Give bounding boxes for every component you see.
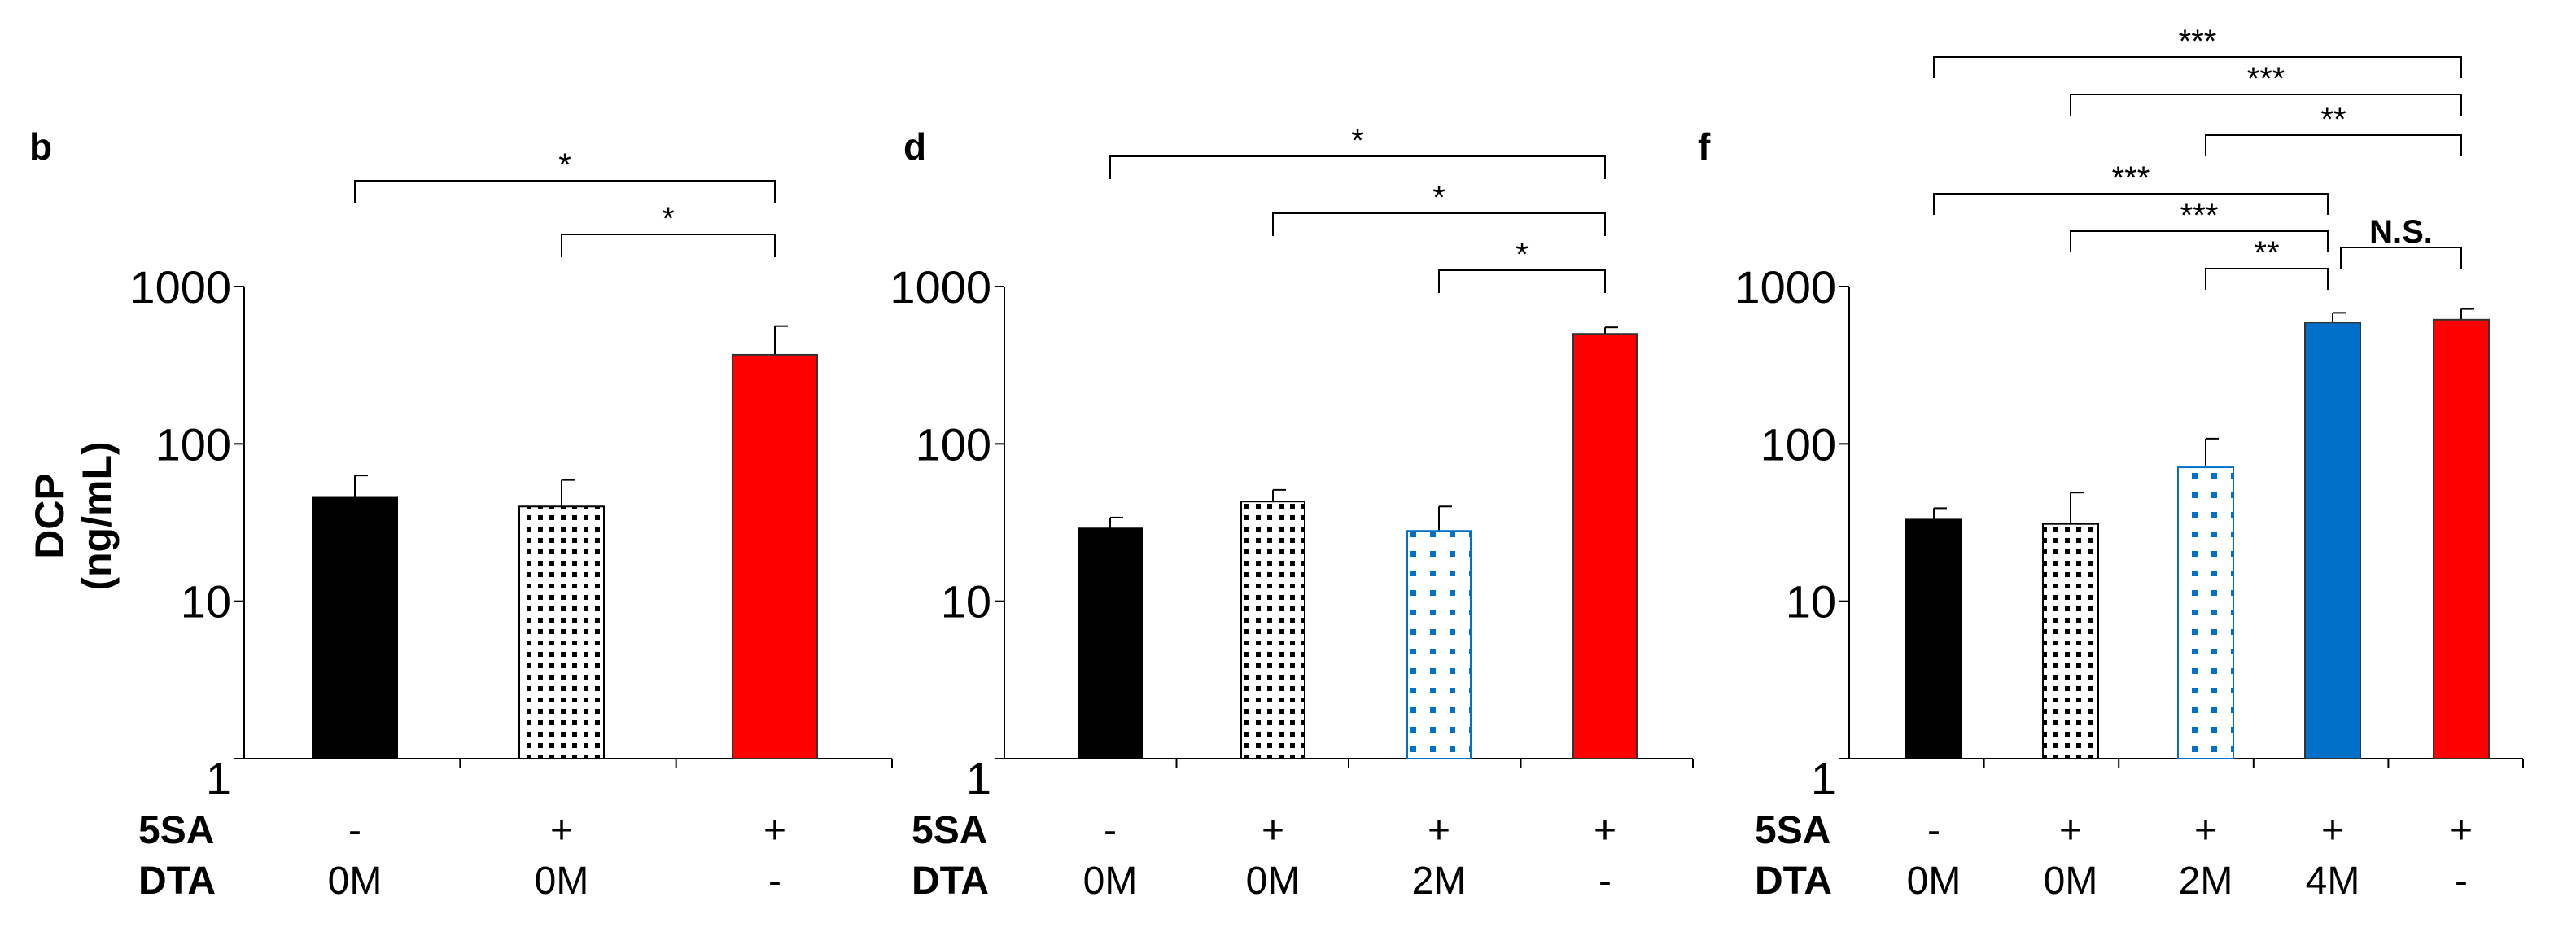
category-dta: 0M [2044, 860, 2098, 903]
category-dta: 2M [1412, 860, 1467, 903]
significance-label: *** [2247, 61, 2285, 97]
category-dta: 0M [328, 860, 383, 903]
bar [2433, 318, 2490, 759]
y-tick-label: 100 [1760, 418, 1836, 470]
bar [1905, 518, 1962, 760]
panel-b: b 1 10 100 1000 5SA - + + DTA 0M 0M - * * DCP (ng/mL) [27, 125, 893, 903]
category-dta: - [1599, 860, 1612, 903]
row-header-dta: DTA [138, 860, 216, 903]
bar [518, 505, 605, 759]
y-axis-unit: (ng/mL) [74, 441, 120, 590]
y-tick-label: 1 [206, 753, 231, 804]
significance-bracket [561, 234, 776, 257]
bar [732, 353, 818, 759]
y-axis-label: DCP [27, 473, 72, 559]
category-5sa: - [348, 809, 361, 852]
significance-bracket [1109, 155, 1606, 179]
significance-bracket [1933, 56, 2462, 78]
y-tick-label: 1 [966, 753, 991, 804]
bar [1240, 501, 1305, 759]
y-tick-label: 10 [181, 576, 231, 628]
significance-label: ** [2254, 235, 2279, 271]
bar [2177, 466, 2234, 759]
category-5sa: - [1104, 809, 1117, 852]
significance-label: * [662, 201, 675, 237]
category-dta: 0M [1246, 860, 1301, 903]
significance-bracket [2205, 268, 2329, 290]
significance-label: * [1432, 180, 1445, 216]
y-tick-label: 10 [941, 576, 991, 628]
category-dta: 0M [535, 860, 589, 903]
category-dta: 0M [1907, 860, 1962, 903]
category-5sa: + [2194, 809, 2217, 852]
category-5sa: + [1262, 809, 1284, 852]
panel-label: d [903, 125, 926, 168]
significance-bracket [1272, 212, 1606, 236]
y-tick-label: 1000 [1734, 261, 1836, 313]
category-dta: 0M [1083, 860, 1138, 903]
category-5sa: + [1594, 809, 1616, 852]
y-tick-label: 1 [1811, 753, 1836, 804]
significance-bracket [354, 180, 776, 203]
category-dta: 2M [2179, 860, 2233, 903]
bar [1078, 527, 1143, 759]
significance-label: ** [2320, 102, 2346, 138]
bar [2304, 322, 2361, 759]
significance-label: * [1515, 237, 1529, 273]
category-5sa: + [2059, 809, 2082, 852]
y-tick-label: 100 [155, 418, 231, 470]
row-header-5sa: 5SA [1755, 809, 1830, 852]
significance-label: *** [2180, 198, 2219, 234]
bar [312, 496, 398, 760]
bar [2042, 523, 2099, 759]
panel-d: d 1 10 100 1000 5SA - + + + DTA 0M 0M 2M - * * * [890, 123, 1694, 903]
category-5sa: + [1428, 809, 1450, 852]
category-5sa: + [2450, 809, 2473, 852]
bar [1406, 530, 1472, 759]
y-tick-label: 10 [1786, 576, 1836, 628]
significance-bracket [2340, 247, 2462, 269]
category-dta: - [768, 860, 781, 903]
category-5sa: + [550, 809, 573, 852]
significance-bracket [2070, 230, 2329, 252]
significance-label: * [1351, 123, 1364, 159]
significance-bracket [1933, 193, 2329, 215]
row-header-5sa: 5SA [912, 809, 987, 852]
category-5sa: + [2321, 809, 2344, 852]
panel-label: b [29, 125, 52, 168]
y-tick-label: 1000 [890, 261, 991, 313]
significance-bracket [1438, 269, 1606, 293]
significance-label: * [558, 147, 571, 183]
category-5sa: + [763, 809, 786, 852]
y-tick-label: 1000 [129, 261, 231, 313]
panel-label: f [1698, 125, 1711, 168]
significance-bracket [2070, 94, 2462, 116]
row-header-dta: DTA [1755, 860, 1832, 903]
category-dta: 4M [2306, 860, 2360, 903]
row-header-dta: DTA [912, 860, 989, 903]
y-tick-label: 100 [916, 418, 991, 470]
bar [1572, 333, 1638, 759]
significance-label: N.S. [2369, 214, 2433, 250]
significance-label: *** [2112, 160, 2150, 196]
row-header-5sa: 5SA [138, 809, 214, 852]
significance-label: *** [2179, 24, 2217, 59]
category-dta: - [2455, 860, 2468, 903]
significance-bracket [2205, 134, 2462, 156]
category-5sa: - [1927, 809, 1940, 852]
